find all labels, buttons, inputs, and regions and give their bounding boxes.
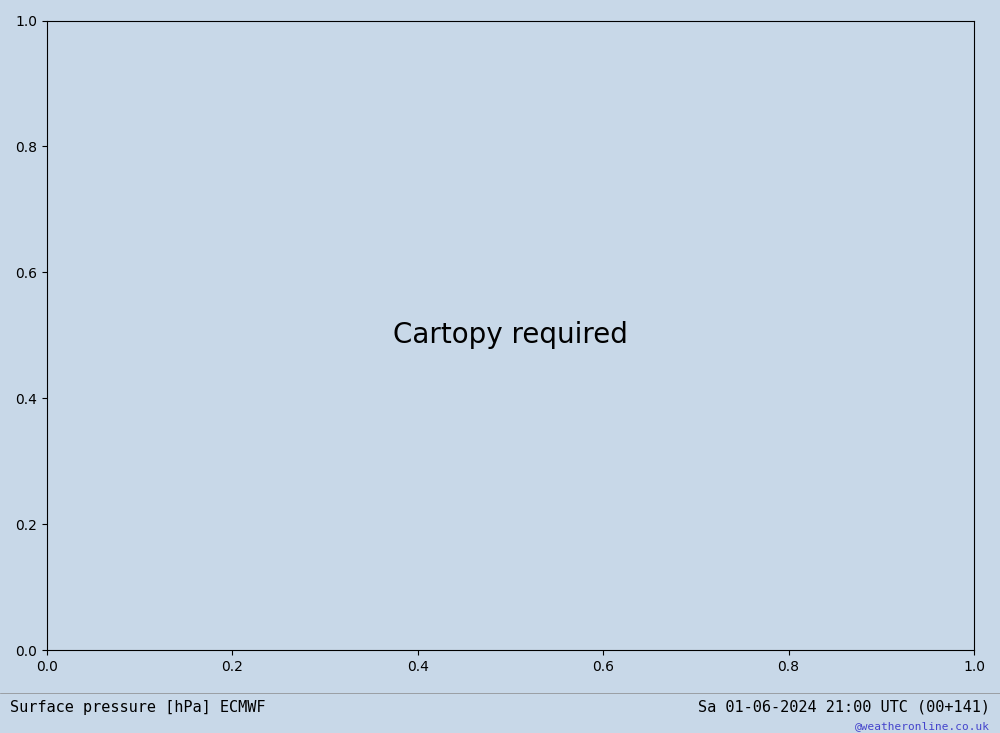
Text: @weatheronline.co.uk: @weatheronline.co.uk [855,721,990,732]
Text: Sa 01-06-2024 21:00 UTC (00+141): Sa 01-06-2024 21:00 UTC (00+141) [698,700,990,715]
Text: Surface pressure [hPa] ECMWF: Surface pressure [hPa] ECMWF [10,700,266,715]
Text: Cartopy required: Cartopy required [393,321,628,350]
